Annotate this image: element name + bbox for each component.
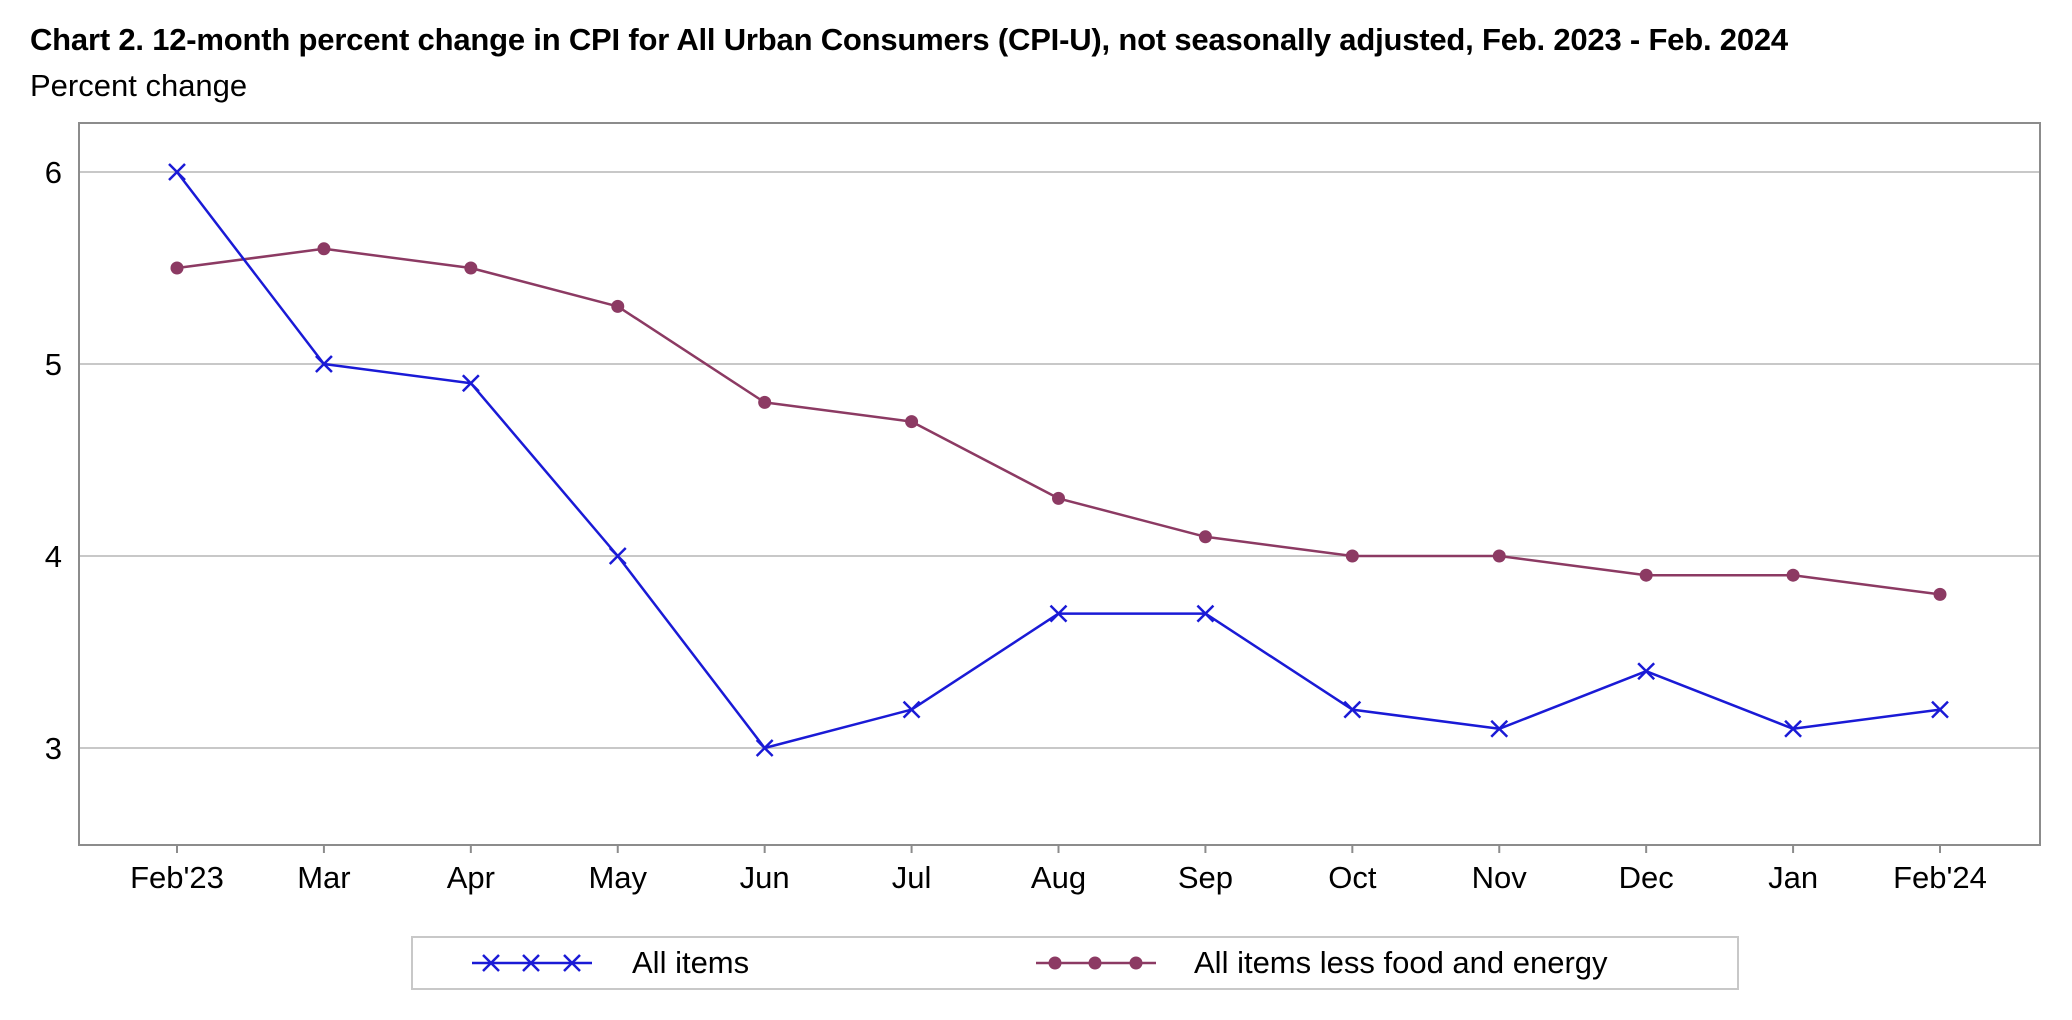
legend-label-core: All items less food and energy [1194, 945, 1608, 980]
y-tick-label-6: 6 [45, 155, 62, 190]
x-tick-label-8: Oct [1328, 860, 1377, 895]
legend-swatch-1 [1036, 956, 1156, 970]
chart-title: Chart 2. 12-month percent change in CPI … [30, 22, 1788, 57]
data-point-0-6 [1049, 604, 1068, 623]
data-point-1-1 [317, 242, 331, 256]
series-line-0 [176, 171, 1941, 750]
series-0 [168, 163, 1949, 757]
data-point-0-11 [1784, 719, 1802, 738]
data-point-1-4 [758, 395, 772, 409]
data-point-0-9 [1490, 719, 1509, 738]
chart-subtitle: Percent change [30, 68, 248, 103]
data-point-1-12 [1933, 587, 1947, 601]
data-point-1-9 [1492, 549, 1506, 563]
series-line-1 [176, 247, 1941, 596]
plot-frame [78, 122, 2041, 846]
x-tick-label-5: Jul [892, 860, 932, 895]
data-point-0-3 [608, 547, 627, 565]
x-tick-label-2: Apr [447, 860, 495, 895]
x-tick-label-10: Dec [1619, 860, 1674, 895]
legend [411, 936, 1739, 990]
data-point-1-2 [464, 261, 478, 275]
legend-swatch-0 [472, 954, 592, 972]
x-tick-label-4: Jun [740, 860, 790, 895]
data-point-0-8 [1343, 700, 1362, 719]
x-tick-label-1: Mar [297, 860, 350, 895]
data-point-1-5 [905, 415, 919, 429]
x-tick-label-12: Feb'24 [1893, 860, 1987, 895]
x-tick-label-3: May [588, 860, 647, 895]
series-1 [170, 242, 1947, 601]
legend-marker-0-2 [563, 954, 581, 972]
data-point-0-1 [315, 355, 333, 373]
data-point-0-2 [461, 374, 480, 393]
legend-marker-0-0 [482, 954, 500, 972]
y-tick-label-5: 5 [45, 347, 62, 382]
legend-marker-1-0 [1048, 956, 1062, 970]
y-tick-label-3: 3 [45, 731, 62, 766]
data-point-1-10 [1639, 568, 1653, 582]
data-point-1-6 [1052, 491, 1065, 505]
data-point-0-7 [1196, 604, 1215, 623]
data-point-1-7 [1198, 530, 1212, 544]
data-point-1-0 [170, 261, 184, 275]
data-point-0-0 [168, 163, 186, 181]
data-point-1-8 [1345, 549, 1359, 563]
legend-marker-1-1 [1088, 956, 1102, 970]
data-point-0-10 [1637, 662, 1656, 681]
data-point-0-12 [1931, 700, 1949, 719]
data-point-1-3 [611, 299, 625, 313]
x-tick-label-6: Aug [1031, 860, 1086, 895]
legend-marker-1-2 [1129, 956, 1143, 970]
legend-marker-0-1 [522, 954, 540, 972]
x-tick-label-9: Nov [1472, 860, 1528, 895]
x-tick-label-0: Feb'23 [130, 860, 224, 895]
legend-label-all-items: All items [632, 945, 750, 980]
x-tick-label-11: Jan [1768, 860, 1818, 895]
data-point-0-4 [755, 739, 774, 757]
y-tick-label-4: 4 [45, 539, 62, 574]
data-point-0-5 [902, 700, 921, 719]
data-point-1-11 [1786, 568, 1800, 582]
x-tick-label-7: Sep [1178, 860, 1233, 895]
